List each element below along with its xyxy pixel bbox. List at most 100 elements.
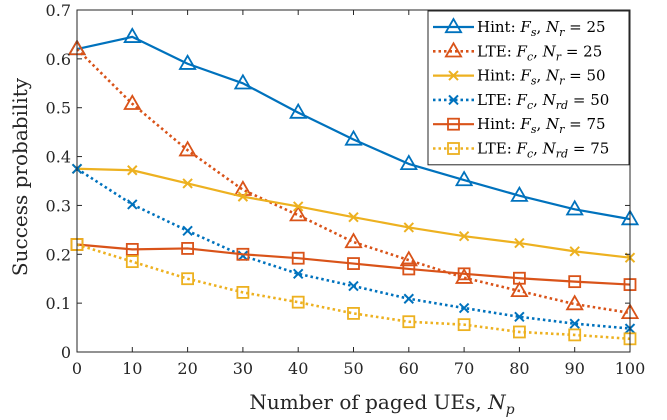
data-point (399, 154, 418, 171)
data-point (181, 242, 195, 255)
y-tick-label: 0.6 (46, 50, 71, 69)
data-point (292, 201, 304, 212)
data-point (348, 280, 359, 292)
data-point (510, 185, 529, 202)
legend-var: F (519, 18, 531, 36)
data-point-stroke (403, 293, 415, 304)
y-tick-label: 0.7 (46, 1, 71, 20)
y-axis-label: Success probability (8, 77, 32, 276)
legend-sub: r (559, 75, 565, 88)
data-point-stroke (127, 165, 138, 176)
data-point (568, 275, 582, 289)
x-axis-label-text: Number of paged UEs, (249, 390, 488, 414)
legend-var: N (542, 140, 557, 158)
axes: 0 10 20 30 40 50 60 70 80 90 100 0 0.1 0.2 0.3 0.4 0.5 0.… (46, 1, 646, 378)
data-point (236, 285, 250, 299)
data-point-stroke (182, 225, 193, 237)
data-point (344, 232, 363, 249)
data-point (127, 165, 138, 176)
x-tick-label: 90 (565, 359, 585, 378)
series-2 (67, 39, 640, 320)
data-point (344, 129, 363, 146)
y-tick-label: 0.1 (46, 294, 71, 313)
data-point (292, 268, 304, 280)
x-tick-label: 60 (399, 359, 419, 378)
data-point (514, 237, 525, 249)
data-point (125, 255, 139, 269)
legend-sub: c (527, 148, 533, 161)
data-point (458, 302, 470, 314)
y-tick-label: 0.5 (46, 99, 71, 118)
legend-entry: Hint: Fs, Nr = 75 (433, 115, 606, 136)
legend-sep: , (536, 18, 546, 36)
legend-prefix: Hint: (477, 115, 520, 133)
legend-var: F (516, 42, 528, 60)
legend-var: F (516, 140, 528, 158)
y-tick-label: 0.4 (46, 148, 71, 167)
data-point-stroke (237, 250, 249, 261)
y-tick-label: 0.3 (46, 196, 71, 215)
legend-prefix: LTE: (477, 140, 517, 158)
data-point (568, 328, 582, 342)
data-point (182, 225, 193, 237)
legend-marker (448, 94, 459, 106)
data-point (569, 318, 580, 329)
data-point (458, 231, 470, 242)
data-point-stroke (514, 237, 525, 249)
legend-sub: c (527, 99, 533, 112)
legend-value: = 50 (564, 67, 605, 85)
x-tick-label: 70 (454, 359, 474, 378)
data-point-stroke (458, 231, 470, 242)
x-tick-label: 10 (122, 359, 142, 378)
legend-value: = 25 (561, 42, 602, 60)
legend-label: LTE: Fc, Nr = 25 (477, 42, 602, 63)
x-tick-label: 80 (509, 359, 529, 378)
data-point (513, 271, 526, 285)
legend-entry: Hint: Fs, Nr = 50 (433, 67, 606, 88)
legend-label: Hint: Fs, Nr = 25 (477, 18, 606, 39)
legend-entry: LTE: Fc, Nrd = 50 (433, 91, 609, 112)
y-tick-label: 0 (61, 343, 71, 362)
legend-sub: s (531, 75, 537, 88)
data-point (178, 53, 197, 70)
data-point (565, 199, 584, 216)
legend-entry: LTE: Fc, Nrd = 75 (433, 140, 609, 161)
data-point (233, 73, 253, 90)
legend-box (427, 10, 630, 166)
data-point-stroke (569, 246, 580, 257)
data-point (182, 178, 193, 189)
data-point (125, 242, 139, 256)
legend-value: = 75 (568, 140, 609, 158)
data-point-stroke (182, 178, 193, 189)
legend-sub: c (527, 50, 533, 63)
legend-label: Hint: Fs, Nr = 50 (477, 67, 606, 88)
data-point (403, 222, 415, 233)
legend-marker (448, 70, 459, 81)
data-point (178, 140, 197, 157)
data-point-stroke (237, 191, 249, 202)
data-point (347, 257, 360, 270)
data-point (510, 281, 529, 298)
data-point (348, 211, 359, 223)
data-point-stroke (348, 211, 359, 223)
series-1 (67, 27, 640, 226)
data-point (402, 315, 416, 329)
legend-sub: r (559, 123, 565, 136)
legend-value: = 50 (568, 91, 609, 109)
x-tick-label: 100 (615, 359, 646, 378)
data-point-stroke (403, 222, 415, 233)
data-point-stroke (458, 302, 470, 314)
data-point (291, 251, 305, 265)
legend-marker (444, 41, 463, 58)
legend-var: F (519, 67, 531, 85)
x-tick-label: 40 (288, 359, 308, 378)
data-point (457, 318, 471, 332)
data-point (237, 250, 249, 261)
data-point (127, 199, 138, 210)
series-line (76, 35, 631, 221)
data-point-stroke (514, 311, 525, 323)
data-point (514, 311, 525, 323)
legend-var: N (545, 67, 560, 85)
legend-sep: , (536, 115, 546, 133)
